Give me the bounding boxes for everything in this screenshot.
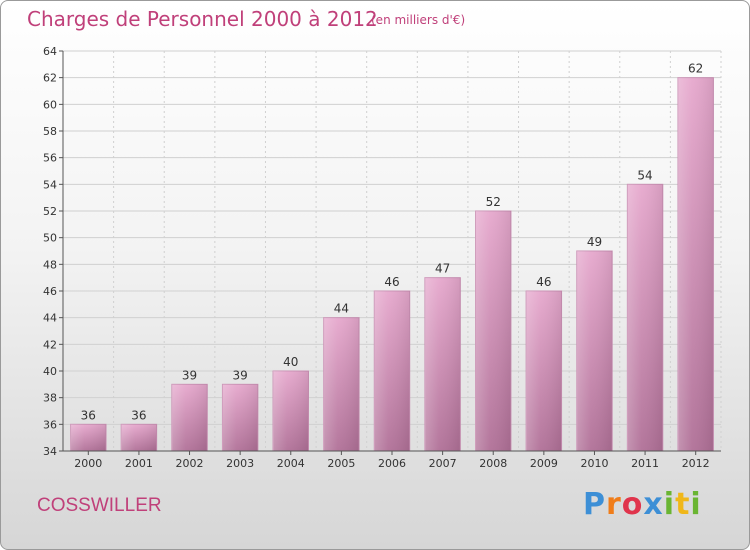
bar-shine: [171, 384, 208, 451]
y-tick-label: 42: [43, 338, 57, 351]
y-tick-label: 46: [43, 285, 57, 298]
x-tick-label: 2004: [277, 457, 305, 470]
y-tick-label: 48: [43, 258, 57, 271]
y-tick-label: 34: [43, 445, 57, 458]
y-tick-label: 60: [43, 98, 57, 111]
x-tick-label: 2011: [631, 457, 659, 470]
x-tick-label: 2006: [378, 457, 406, 470]
y-tick-label: 40: [43, 365, 57, 378]
bar-shine: [323, 317, 360, 451]
bar-shine: [70, 424, 107, 451]
x-tick-label: 2000: [74, 457, 102, 470]
bar-shine: [273, 371, 309, 451]
y-tick-label: 64: [43, 45, 57, 58]
y-tick-label: 62: [43, 72, 57, 85]
y-tick-label: 44: [43, 312, 57, 325]
y-tick-label: 54: [43, 178, 57, 191]
data-label: 44: [334, 302, 349, 316]
bar-shine: [374, 291, 410, 451]
x-tick-label: 2003: [226, 457, 254, 470]
data-label: 36: [81, 408, 96, 422]
bar-shine: [222, 384, 258, 451]
bar-shine: [475, 211, 511, 451]
x-tick-label: 2005: [327, 457, 355, 470]
x-tick-label: 2009: [530, 457, 558, 470]
bar-shine: [526, 291, 562, 451]
chart-title: Charges de Personnel 2000 à 2012: [27, 7, 378, 31]
data-label: 46: [536, 275, 551, 289]
y-tick-label: 58: [43, 125, 57, 138]
proxiti-logo: Proxiti: [583, 487, 702, 522]
y-tick-label: 50: [43, 232, 57, 245]
x-tick-label: 2008: [479, 457, 507, 470]
place-name: COSSWILLER: [37, 495, 162, 516]
data-label: 39: [182, 368, 197, 382]
y-tick-label: 38: [43, 392, 57, 405]
data-label: 47: [435, 262, 450, 276]
data-label: 36: [131, 408, 146, 422]
data-label: 62: [688, 62, 703, 76]
x-tick-label: 2001: [125, 457, 153, 470]
bar-shine: [424, 277, 461, 451]
bar-shine: [677, 77, 714, 452]
bar-shine: [121, 424, 157, 451]
data-label: 46: [384, 275, 399, 289]
y-tick-label: 56: [43, 152, 57, 165]
chart-subtitle: (en milliers d'€): [371, 13, 466, 27]
data-label: 40: [283, 355, 298, 369]
y-tick-label: 52: [43, 205, 57, 218]
bar-shine: [576, 251, 613, 451]
y-tick-label: 36: [43, 418, 57, 431]
data-label: 54: [637, 168, 652, 182]
x-tick-label: 2002: [176, 457, 204, 470]
bar-shine: [627, 184, 663, 452]
data-label: 49: [587, 235, 602, 249]
data-label: 52: [486, 195, 501, 209]
data-label: 39: [233, 368, 248, 382]
x-tick-label: 2010: [580, 457, 608, 470]
x-tick-label: 2012: [682, 457, 710, 470]
x-tick-label: 2007: [429, 457, 457, 470]
